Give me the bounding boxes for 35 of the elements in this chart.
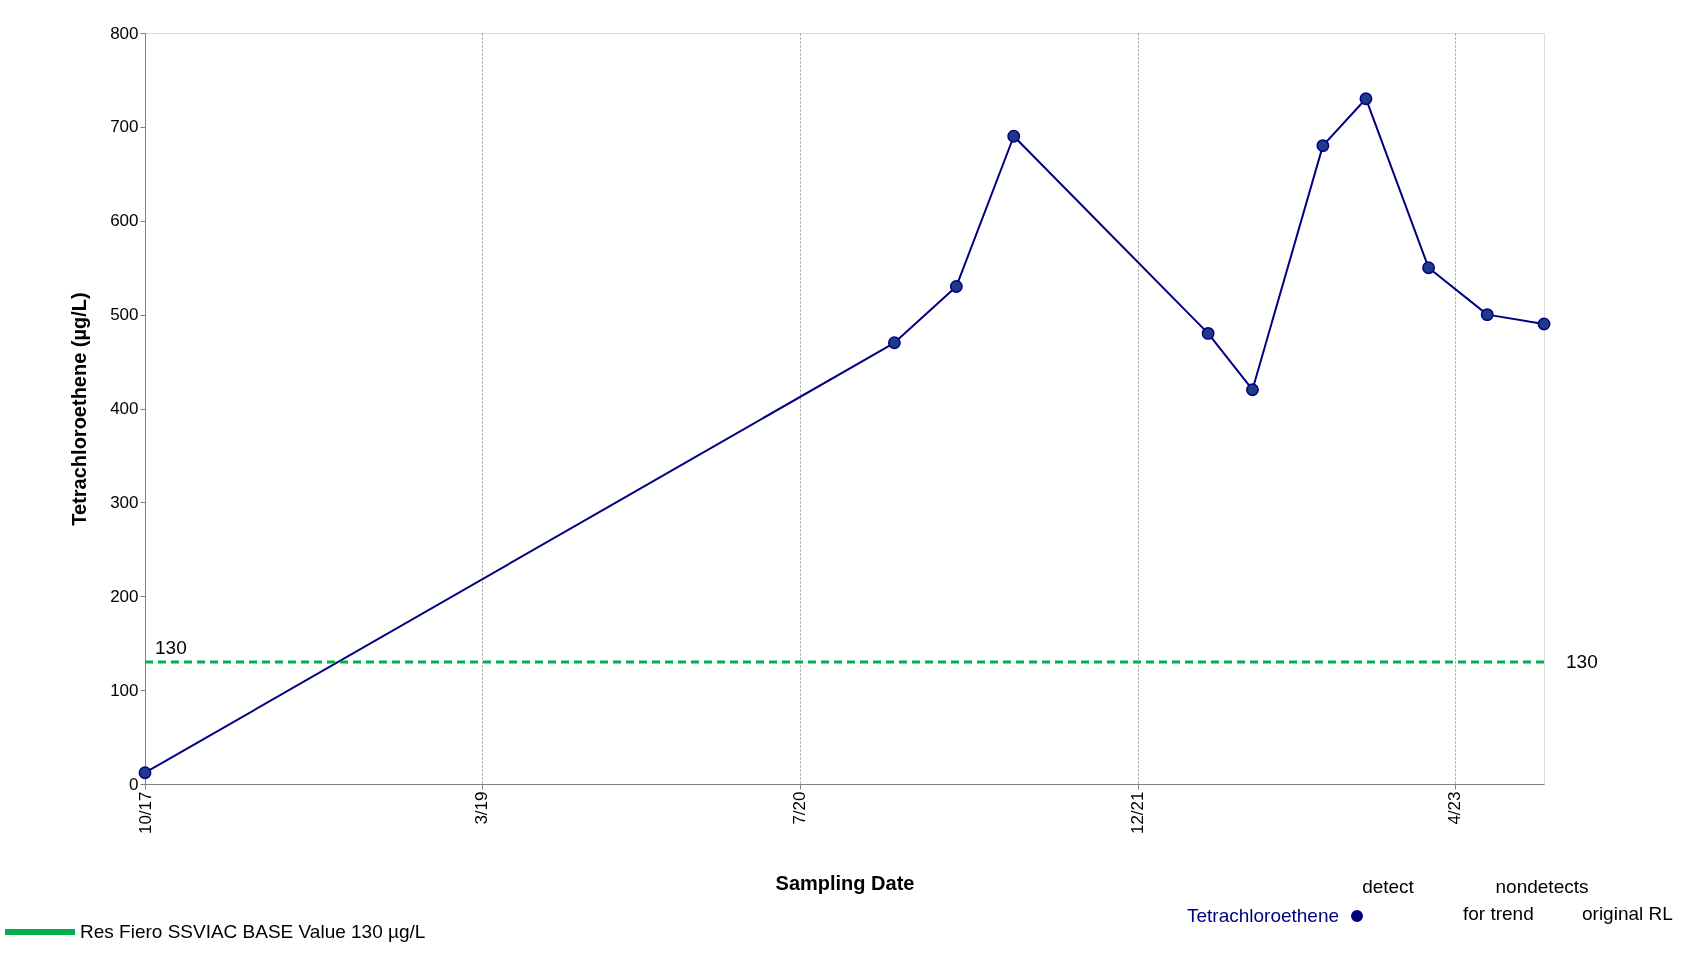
y-tick-label: 700 xyxy=(110,117,139,137)
legend-label: Tetrachloroethene xyxy=(1186,905,1340,926)
ref-line-label: 130 xyxy=(155,636,187,658)
x-axis-title: Sampling Date xyxy=(775,872,915,895)
point xyxy=(887,336,901,350)
point xyxy=(1480,308,1494,322)
x-tick-label: 10/17 xyxy=(135,791,155,835)
point xyxy=(1316,139,1330,153)
y-tick-label: 300 xyxy=(110,492,139,512)
y-tick-label: 400 xyxy=(110,399,139,418)
text: for trend xyxy=(1463,903,1534,924)
point xyxy=(1537,317,1551,331)
y-tick-label: 100 xyxy=(110,680,139,700)
y-tick-label: 800 xyxy=(110,23,139,43)
point xyxy=(1201,326,1215,340)
text: detect xyxy=(1362,876,1415,897)
text: nondetects xyxy=(1495,876,1589,897)
x-tick-label: 12/21 xyxy=(1128,791,1148,835)
y-axis-title: Tetrachloroethene (µg/L) xyxy=(68,292,91,526)
point xyxy=(1422,261,1436,275)
text: 130 xyxy=(1566,650,1598,672)
x-tick-label: 4/23 xyxy=(1445,791,1465,825)
point xyxy=(1007,129,1021,143)
point xyxy=(949,280,963,293)
text: Res Fiero SSVIAC BASE Value 130 µg/L xyxy=(80,921,426,942)
x-tick-label: 3/19 xyxy=(472,791,492,825)
y-tick-label: 200 xyxy=(110,586,139,606)
y-tick-label: 500 xyxy=(110,305,139,325)
y-tick-label: 600 xyxy=(110,211,139,231)
y-tick-label: 0 xyxy=(129,774,139,794)
point xyxy=(138,766,152,780)
point xyxy=(1359,92,1373,106)
point xyxy=(1246,383,1259,397)
text: original RL xyxy=(1582,903,1673,924)
x-tick-label: 7/20 xyxy=(790,791,810,825)
